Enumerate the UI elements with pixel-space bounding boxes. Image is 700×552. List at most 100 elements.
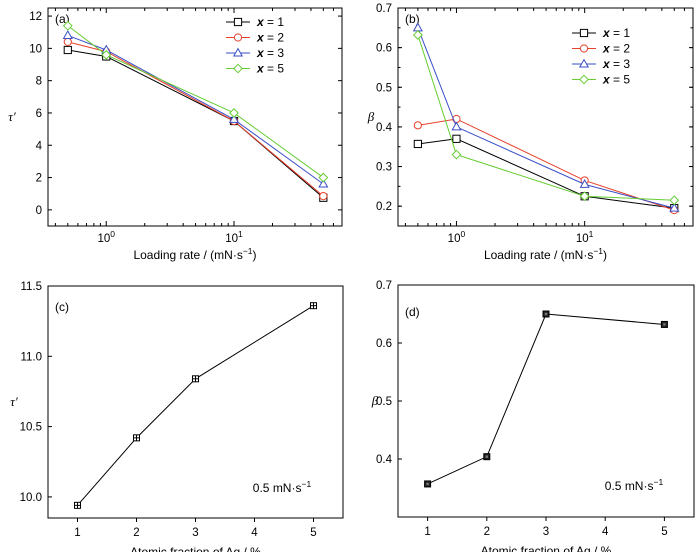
y-tick-label: 0.4 xyxy=(376,122,393,134)
data-point xyxy=(62,20,73,31)
panel-label: (a) xyxy=(55,12,70,26)
data-point xyxy=(229,108,239,118)
chart-panel-a: 100 101 0 2 4 6 8 10 12 Loading rate / (mN·s−1) τ′… xyxy=(8,7,343,262)
panel-label: (c) xyxy=(55,300,69,314)
legend-item: x = 2 xyxy=(226,31,284,45)
legend-label: x = 2 xyxy=(602,42,630,56)
series-line xyxy=(417,34,675,201)
series-1 xyxy=(63,45,328,202)
x-tick-label: 3 xyxy=(192,527,198,539)
legend-item: x = 2 xyxy=(572,42,630,56)
legend-item: x = 5 xyxy=(572,73,630,87)
y-tick-label: 2 xyxy=(36,173,42,185)
data-point xyxy=(310,302,317,310)
series-line xyxy=(417,27,675,209)
data-point xyxy=(413,139,422,149)
series-3 xyxy=(412,22,680,212)
legend-label: x = 5 xyxy=(602,73,630,87)
x-tick-label: 5 xyxy=(310,527,316,539)
data-point xyxy=(318,178,329,188)
data-point xyxy=(319,192,328,201)
legend: x = 1 x = 2x = 3 x = 5 xyxy=(572,26,630,87)
series-line xyxy=(427,313,665,485)
y-tick-label: 0.6 xyxy=(376,338,392,350)
chart-panel-c: 1 2 3 4 5 10.0 10.5 11.0 11.5 Atomic fraction of … xyxy=(10,281,344,552)
plot-frame xyxy=(47,7,343,227)
x-tick-label: 4 xyxy=(602,526,609,538)
x-tick-label: 4 xyxy=(251,527,258,539)
data-point xyxy=(669,202,680,212)
data-point xyxy=(318,172,329,183)
rate-annotation: 0.5 mN·s−1 xyxy=(253,479,312,495)
x-tick-label: 3 xyxy=(543,526,549,538)
legend-label: x = 3 xyxy=(602,57,630,71)
y-tick-label: 0.6 xyxy=(376,43,392,55)
data-point xyxy=(579,178,590,188)
legend-marker xyxy=(578,58,590,68)
legend-label: x = 5 xyxy=(256,62,284,76)
series-line xyxy=(67,49,324,199)
x-tick-label: 100 xyxy=(448,229,466,245)
x-tick-label: 100 xyxy=(97,229,115,245)
series-line xyxy=(417,138,675,209)
legend-label: x = 2 xyxy=(256,31,284,45)
legend: x = 1 x = 2x = 3 x = 5 xyxy=(226,15,284,76)
x-tick-label: 101 xyxy=(225,229,243,245)
y-tick-label: 0.2 xyxy=(376,201,392,213)
data-point xyxy=(101,49,112,60)
data-point xyxy=(660,320,668,328)
rate-annotation: 0.5 mN·s−1 xyxy=(605,477,664,493)
y-tick-label: 0.3 xyxy=(376,162,392,174)
series-4 xyxy=(62,20,329,183)
series-1 xyxy=(74,302,317,509)
data-point xyxy=(451,121,462,131)
legend-marker xyxy=(233,33,243,42)
panel-label: (d) xyxy=(405,305,420,319)
x-tick-label: 2 xyxy=(133,527,139,539)
legend-item: x = 1 xyxy=(226,15,284,29)
chart-panel-b: 100 101 0.2 0.3 0.4 0.5 0.6 0.7 Loading rate / (… xyxy=(367,3,694,262)
legend-marker xyxy=(233,63,243,74)
series-line xyxy=(77,305,314,506)
series-4 xyxy=(412,30,680,206)
data-point xyxy=(63,45,72,55)
data-point xyxy=(412,30,423,40)
y-axis-title: τ′ xyxy=(8,109,16,124)
series-line xyxy=(67,34,324,185)
data-point xyxy=(579,191,590,202)
data-point xyxy=(542,310,550,318)
x-axis-title: Loading rate / (mN·s−1) xyxy=(133,246,256,262)
series-line xyxy=(67,41,324,197)
legend-label: x = 3 xyxy=(256,46,284,60)
panel-label: (b) xyxy=(405,12,420,26)
legend-item: x = 5 xyxy=(226,62,284,76)
y-axis-title: τ′ xyxy=(10,394,18,409)
data-point xyxy=(228,114,240,123)
y-tick-label: 0.7 xyxy=(376,280,392,292)
y-tick-label: 11.5 xyxy=(20,281,42,293)
legend-label: x = 1 xyxy=(256,15,284,29)
data-point xyxy=(669,195,680,206)
x-axis-title: Atomic fraction of Ag / % xyxy=(481,544,612,552)
x-tick-label: 2 xyxy=(484,526,490,538)
y-tick-label: 8 xyxy=(36,76,42,88)
y-tick-label: 12 xyxy=(29,11,42,23)
legend-label: x = 1 xyxy=(602,26,630,40)
legend-item: x = 3 xyxy=(572,57,630,71)
data-point xyxy=(74,501,81,509)
data-point xyxy=(413,121,422,130)
y-axis-title: β xyxy=(367,109,375,124)
data-point xyxy=(62,30,73,39)
data-point xyxy=(451,149,462,160)
y-axis-title: β xyxy=(371,393,379,408)
legend-marker xyxy=(579,74,589,85)
legend-marker xyxy=(232,47,244,57)
data-point xyxy=(192,375,199,383)
y-tick-label: 10 xyxy=(29,43,42,55)
x-tick-label: 101 xyxy=(576,229,594,245)
y-tick-label: 0.4 xyxy=(376,454,393,466)
y-tick-label: 10.5 xyxy=(20,422,42,434)
data-point xyxy=(133,434,140,442)
y-tick-label: 0.5 xyxy=(376,396,392,408)
